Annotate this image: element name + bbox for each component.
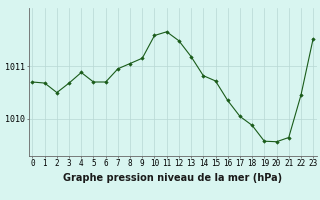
X-axis label: Graphe pression niveau de la mer (hPa): Graphe pression niveau de la mer (hPa) xyxy=(63,173,282,183)
